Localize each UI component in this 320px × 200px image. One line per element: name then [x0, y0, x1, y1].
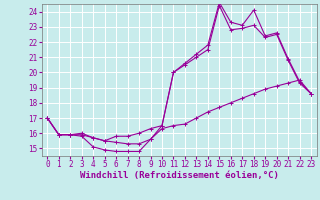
X-axis label: Windchill (Refroidissement éolien,°C): Windchill (Refroidissement éolien,°C) [80, 171, 279, 180]
